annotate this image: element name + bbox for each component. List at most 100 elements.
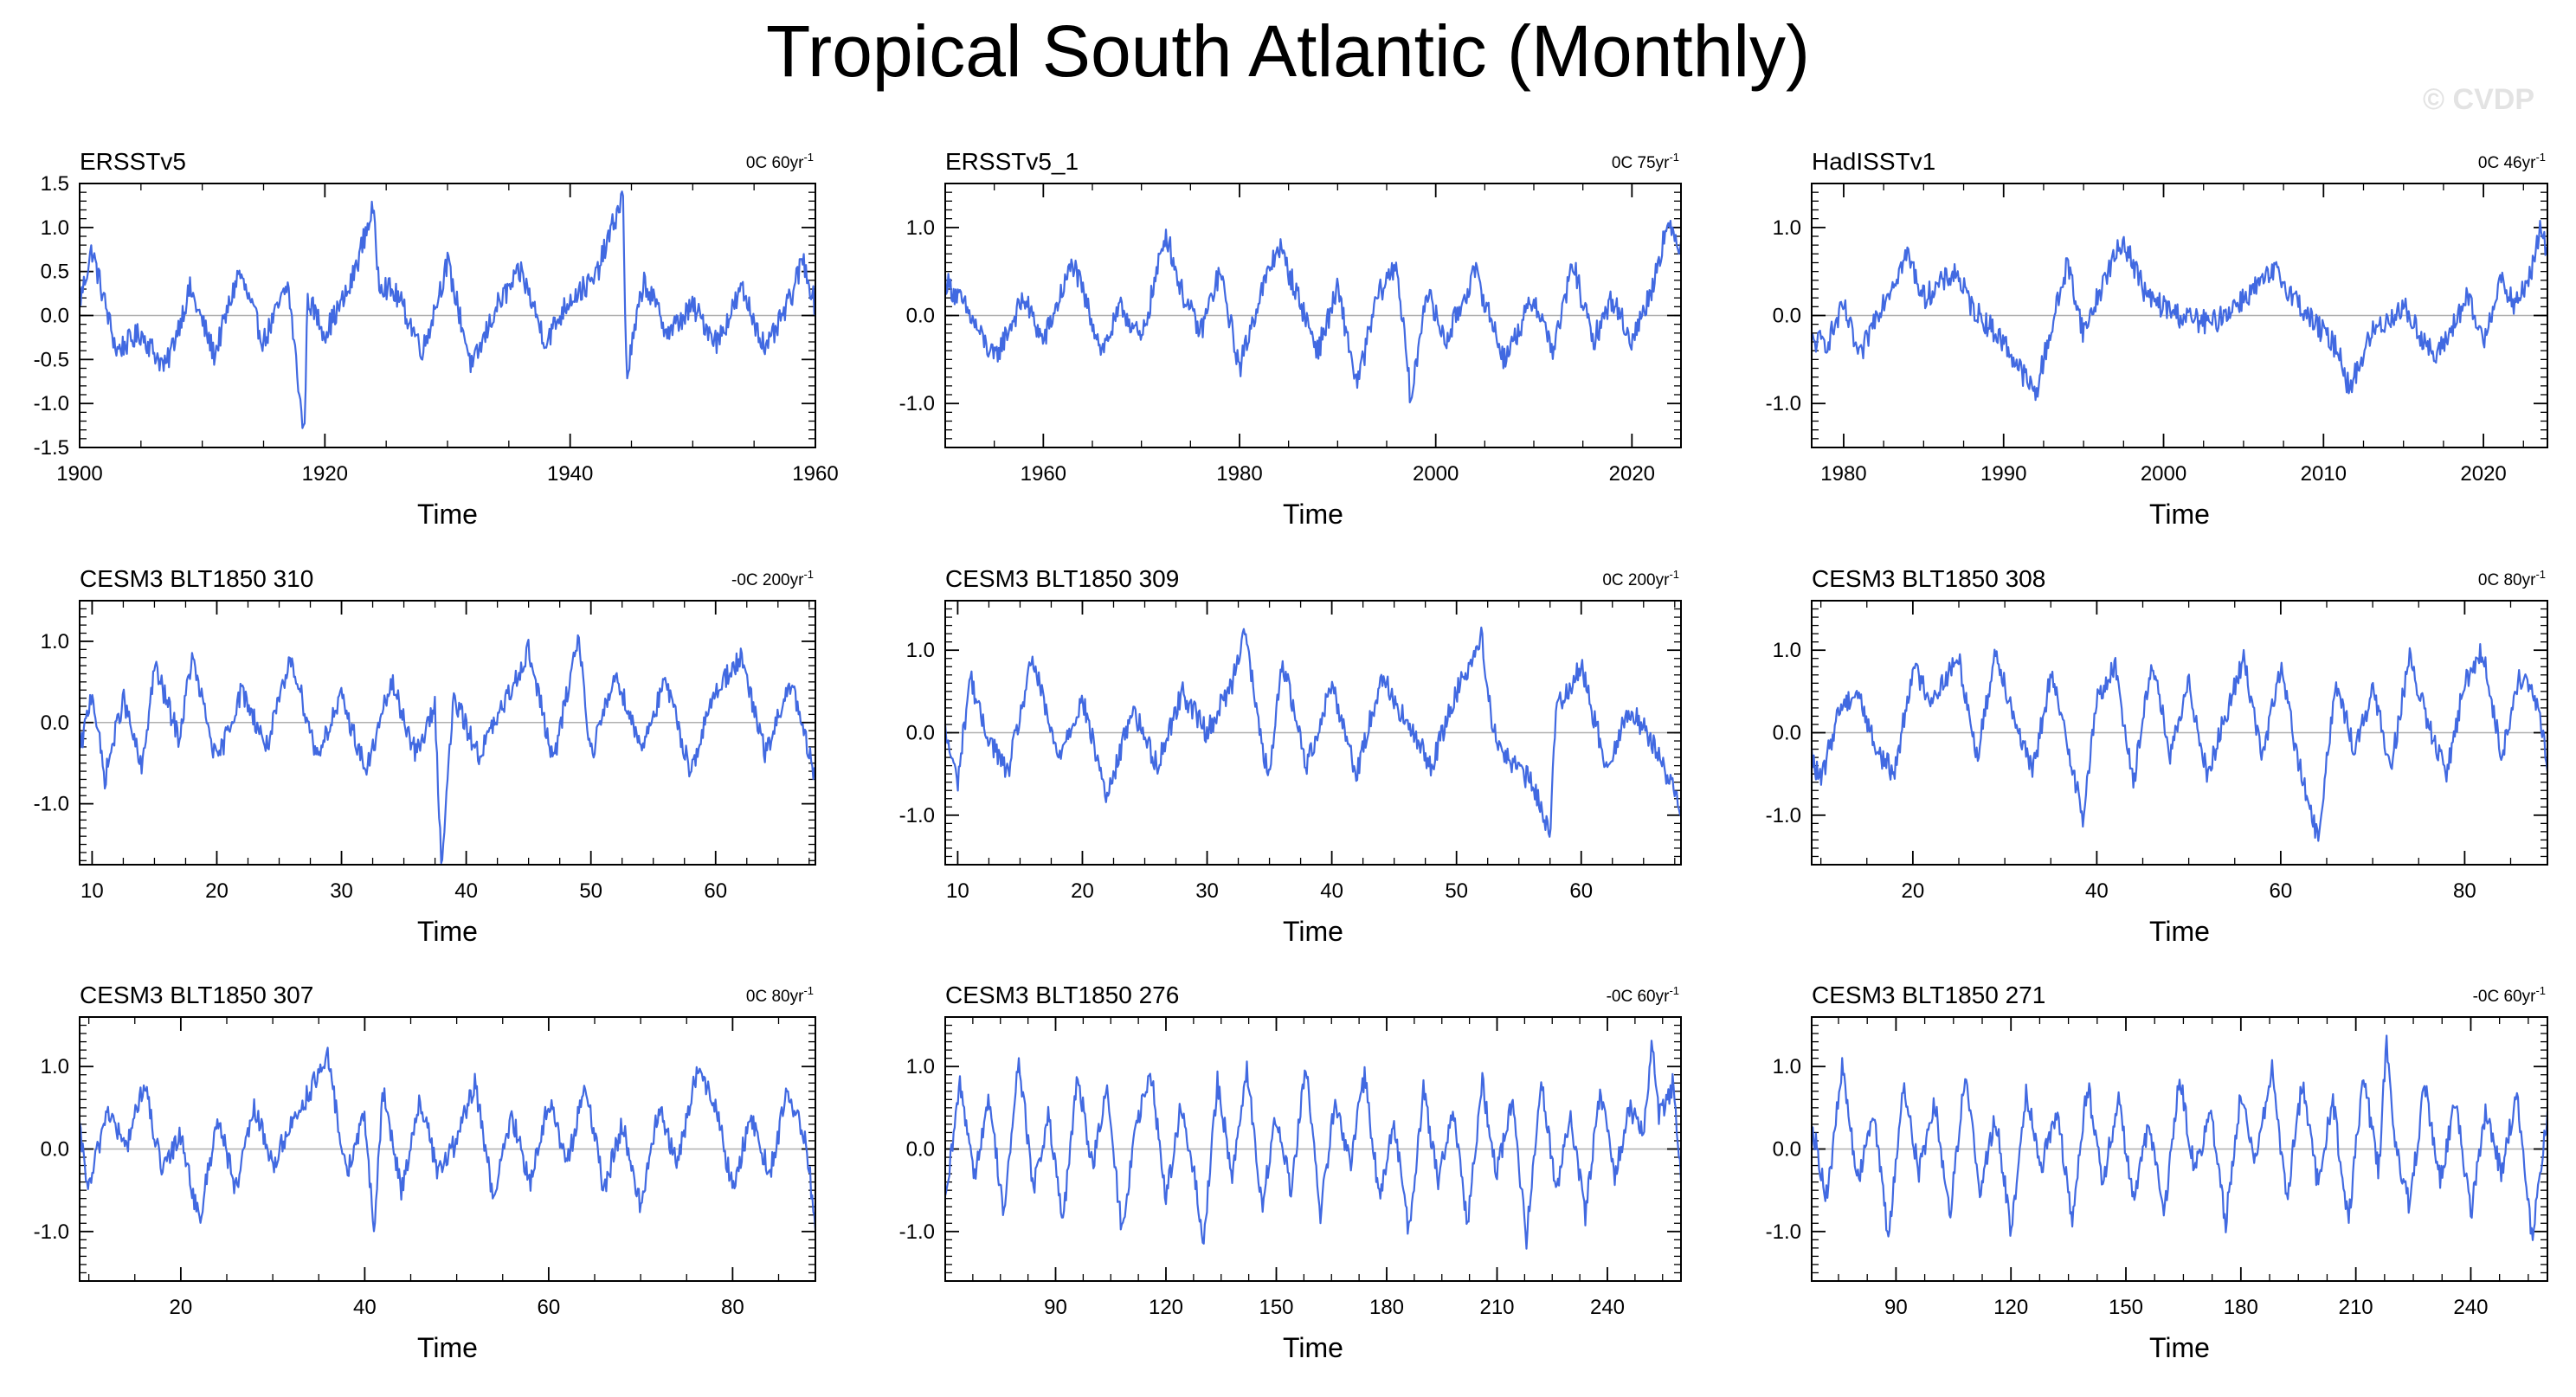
panel-stat-exponent: -1 <box>803 568 814 581</box>
y-tick-label: 0.0 <box>41 711 69 735</box>
x-tick-label: 150 <box>1259 1296 1293 1319</box>
data-series-line <box>79 634 816 865</box>
x-axis-label: Time <box>2149 499 2210 530</box>
panel-stat-value: 0C 60yr <box>746 154 804 172</box>
x-tick-label: 1900 <box>56 462 102 486</box>
plot-frame <box>944 1016 1682 1282</box>
y-tick-label: -1.0 <box>899 804 935 827</box>
x-axis-label: Time <box>2149 916 2210 947</box>
plot-frame <box>944 183 1682 448</box>
chart-panel: HadISSTv1 0C 46yr-1 -1.0 0.0 1.0 1980 1990 2000… <box>1766 148 2548 530</box>
panel-stat-exponent: -1 <box>2535 568 2546 581</box>
panel-stat: 0C 80yr-1 <box>2478 568 2546 589</box>
panel-title: ERSSTv5_1 <box>945 148 1079 175</box>
panel-stat-exponent: -1 <box>1669 984 1679 997</box>
panel-stat-exponent: -1 <box>2535 984 2546 997</box>
chart-panel: CESM3 BLT1850 309 0C 200yr-1 -1.0 0.0 1.0 10 2… <box>899 565 1682 947</box>
panel-stat-value: -0C 60yr <box>1607 988 1671 1006</box>
x-tick-label: 40 <box>1320 879 1343 903</box>
y-tick-label: 0.0 <box>1773 1138 1801 1162</box>
panel-stat-value: 0C 200yr <box>1602 571 1670 589</box>
panel-stat: -0C 60yr-1 <box>1607 984 1679 1006</box>
chart-panel: CESM3 BLT1850 308 0C 80yr-1 -1.0 0.0 1.0 20 40… <box>1766 565 2549 947</box>
panel-title: HadISSTv1 <box>1812 148 1935 175</box>
x-tick-label: 1960 <box>792 462 838 486</box>
watermark: © CVDP <box>2423 83 2534 116</box>
x-tick-label: 50 <box>1445 879 1468 903</box>
x-tick-label: 80 <box>721 1296 744 1319</box>
x-axis-label: Time <box>417 916 478 947</box>
x-tick-label: 60 <box>2270 879 2293 903</box>
y-tick-label: 1.0 <box>41 630 69 653</box>
y-tick-label: 0.0 <box>906 305 935 328</box>
panel-title: CESM3 BLT1850 276 <box>945 982 1179 1008</box>
x-tick-label: 1980 <box>1216 462 1262 486</box>
panel-stat-value: 0C 75yr <box>1612 154 1670 172</box>
y-tick-label: 0.0 <box>41 305 69 328</box>
x-tick-label: 1940 <box>547 462 593 486</box>
plot-frame <box>1811 600 2548 866</box>
y-tick-label: 0.0 <box>1773 305 1801 328</box>
panel-stat-value: 0C 80yr <box>2478 571 2536 589</box>
panel-title: CESM3 BLT1850 310 <box>80 565 313 592</box>
plot-frame <box>79 183 816 448</box>
data-series-line <box>943 626 1682 838</box>
chart-panel: CESM3 BLT1850 307 0C 80yr-1 -1.0 0.0 1.0 20 40… <box>34 982 817 1363</box>
x-tick-label: 180 <box>1369 1296 1404 1319</box>
y-tick-label: -1.0 <box>34 793 69 816</box>
panel-stat: -0C 200yr-1 <box>731 568 814 589</box>
x-tick-label: 20 <box>1902 879 1925 903</box>
plot-frame <box>944 600 1682 866</box>
y-tick-label: -1.0 <box>34 1220 69 1244</box>
x-axis-label: Time <box>2149 1332 2210 1363</box>
data-series-line <box>943 220 1683 403</box>
x-tick-label: 20 <box>205 879 229 903</box>
x-tick-label: 2020 <box>2460 462 2506 486</box>
y-tick-label: 0.0 <box>41 1138 69 1162</box>
x-tick-label: 2000 <box>2141 462 2186 486</box>
x-tick-label: 50 <box>579 879 602 903</box>
x-tick-label: 10 <box>80 879 104 903</box>
y-tick-label: -1.0 <box>899 392 935 415</box>
y-tick-label: 1.0 <box>1773 1055 1801 1078</box>
plot-frame <box>1811 1016 2548 1282</box>
x-axis-label: Time <box>1283 1332 1343 1363</box>
x-tick-label: 120 <box>1993 1296 2028 1319</box>
panel-stat-exponent: -1 <box>803 151 814 164</box>
y-tick-label: 1.0 <box>906 216 935 240</box>
x-tick-label: 40 <box>454 879 478 903</box>
y-tick-label: 1.0 <box>1773 639 1801 662</box>
plot-frame <box>1811 183 2548 448</box>
chart-panel: ERSSTv5_1 0C 75yr-1 -1.0 0.0 1.0 1960 1980 2000… <box>899 148 1683 530</box>
panel-stat: 0C 75yr-1 <box>1612 151 1679 172</box>
panel-title: CESM3 BLT1850 309 <box>945 565 1179 592</box>
panel-title: ERSSTv5 <box>80 148 186 175</box>
x-tick-label: 40 <box>2085 879 2109 903</box>
x-axis-label: Time <box>417 499 478 530</box>
x-tick-label: 60 <box>1569 879 1593 903</box>
panels-grid: ERSSTv5 0C 60yr-1-1.5-1.0-0.50.00.51.01.5… <box>34 148 2549 1363</box>
panel-title: CESM3 BLT1850 307 <box>80 982 313 1008</box>
panel-stat-exponent: -1 <box>803 984 814 997</box>
x-tick-label: 2000 <box>1413 462 1459 486</box>
panel-stat-exponent: -1 <box>2535 151 2546 164</box>
panel-stat-exponent: -1 <box>1669 568 1679 581</box>
panel-stat-value: 0C 80yr <box>746 988 804 1006</box>
x-tick-label: 210 <box>2339 1296 2373 1319</box>
data-series-line <box>943 1040 1683 1250</box>
panel-stat: 0C 46yr-1 <box>2478 151 2546 172</box>
y-tick-label: -1.5 <box>34 436 69 460</box>
y-tick-label: 1.0 <box>41 216 69 240</box>
x-tick-label: 90 <box>1044 1296 1067 1319</box>
x-axis-label: Time <box>417 1332 478 1363</box>
x-tick-label: 120 <box>1149 1296 1183 1319</box>
x-tick-label: 40 <box>353 1296 377 1319</box>
panel-stat-value: -0C 200yr <box>731 571 804 589</box>
x-tick-label: 30 <box>330 879 353 903</box>
y-tick-label: -1.0 <box>899 1220 935 1244</box>
x-tick-label: 20 <box>170 1296 193 1319</box>
chart-panel: CESM3 BLT1850 310 -0C 200yr-1 -1.0 0.0 1.0 10… <box>34 565 816 947</box>
y-tick-label: -1.0 <box>34 392 69 415</box>
y-tick-label: 0.0 <box>906 722 935 745</box>
